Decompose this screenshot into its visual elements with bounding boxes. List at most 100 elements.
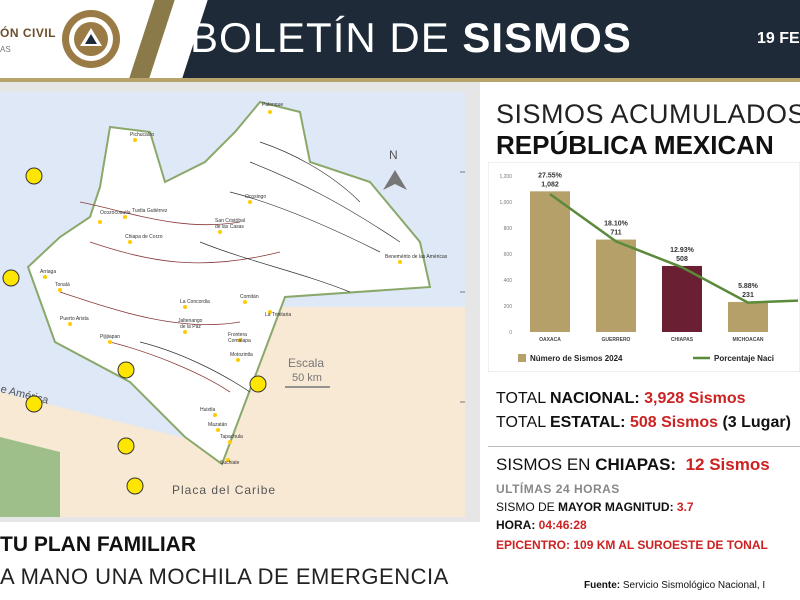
- chart-data-labels: 27.55% 1,082 18.10% 711 12.93% 508 5.88% 231: [538, 172, 759, 299]
- epicenter-marker: [126, 477, 144, 495]
- svg-text:Motozintla: Motozintla: [230, 352, 253, 358]
- svg-text:San Cristóbal: San Cristóbal: [215, 218, 245, 224]
- svg-text:Suchiate: Suchiate: [220, 460, 240, 466]
- y-tick-label: 0: [509, 330, 512, 336]
- y-tick-label: 1,200: [499, 174, 512, 180]
- percentage-label: 5.88%: [738, 283, 759, 290]
- right-divider: [488, 446, 800, 447]
- svg-text:Mazatán: Mazatán: [208, 422, 227, 428]
- accumulated-title: SISMOS ACUMULADOS: [496, 99, 800, 129]
- x-tick-label: MICHOACAN: [732, 337, 763, 343]
- map-yellow-dots: [43, 110, 402, 462]
- header-band: [160, 0, 800, 78]
- bar-guerrero: [596, 239, 636, 332]
- chart-y-axis: 0 200 400 600 800 1,000 1,200: [499, 174, 512, 336]
- svg-text:La Trinitaria: La Trinitaria: [265, 312, 291, 318]
- proteccion-civil-logo-icon: [62, 10, 120, 68]
- epicenter-marker: [117, 437, 135, 455]
- scale-label: Escala: [288, 356, 324, 370]
- svg-text:de las Casas: de las Casas: [215, 224, 244, 230]
- page-title: BOLETÍN DE SISMOS: [190, 14, 632, 61]
- y-tick-label: 800: [504, 226, 513, 232]
- map-frame-ticks: [460, 171, 465, 403]
- svg-text:Benemérito de las Américas: Benemérito de las Américas: [385, 254, 448, 260]
- y-tick-label: 400: [504, 278, 513, 284]
- epicenter: EPICENTRO: 109 KM AL SUROESTE DE TONAL: [496, 538, 768, 552]
- percentage-line: [549, 193, 799, 304]
- chiapas-earthquakes: SISMOS EN CHIAPAS: 12 Sismos: [496, 455, 770, 474]
- y-tick-label: 1,000: [499, 200, 512, 206]
- svg-text:Ocozocoautla: Ocozocoautla: [100, 210, 131, 216]
- last-24h-label: ULTÍMAS 24 HORAS: [496, 482, 620, 496]
- plate-label: Placa del Caribe: [172, 483, 276, 497]
- bar-michoacan: [728, 301, 768, 332]
- chart-legend: Número de Sismos 2024 Porcentaje Naci: [518, 354, 774, 363]
- svg-text:Chiapa de Corzo: Chiapa de Corzo: [125, 234, 163, 240]
- bar-oaxaca: [530, 191, 570, 332]
- y-tick-label: 200: [504, 304, 513, 310]
- svg-text:Comitán: Comitán: [240, 294, 259, 300]
- header-divider: [0, 78, 800, 82]
- republic-title: REPÚBLICA MEXICAN: [496, 130, 774, 160]
- epicenter-marker: [25, 395, 43, 413]
- x-tick-label: OAXACA: [539, 337, 561, 343]
- epicenter-marker: [2, 269, 20, 287]
- svg-text:Comalapa: Comalapa: [228, 338, 251, 344]
- chart-x-labels: OAXACA GUERRERO CHIAPAS MICHOACAN: [539, 337, 764, 343]
- date-label: 19 FE: [757, 30, 800, 47]
- svg-text:Pijijiapan: Pijijiapan: [100, 334, 120, 340]
- fault-lines-dark: [139, 141, 401, 393]
- north-arrow-icon: N: [383, 148, 407, 190]
- svg-text:de la Paz: de la Paz: [180, 324, 201, 330]
- epicenter-marker: [25, 167, 43, 185]
- legend-label-bars: Número de Sismos 2024: [530, 354, 623, 363]
- total-estatal: TOTAL ESTATAL: 508 Sismos (3 Lugar): [496, 414, 791, 431]
- header: ÓN CIVIL AS BOLETÍN DE SISMOS 19 FE: [0, 0, 800, 78]
- svg-text:Ocosingo: Ocosingo: [245, 194, 266, 200]
- svg-text:Arriaga: Arriaga: [40, 269, 56, 275]
- epicenter-marker: [249, 375, 267, 393]
- chart-bars: [530, 191, 768, 332]
- svg-text:Puerto Arista: Puerto Arista: [60, 316, 89, 322]
- svg-text:Tuxtla Gutiérrez: Tuxtla Gutiérrez: [132, 208, 168, 214]
- total-nacional: TOTAL NACIONAL: 3,928 Sismos: [496, 390, 746, 407]
- emergency-kit-label: A MANO UNA MOCHILA DE EMERGENCIA: [0, 564, 449, 589]
- org-label: ÓN CIVIL: [0, 26, 57, 40]
- x-tick-label: CHIAPAS: [671, 337, 694, 343]
- y-tick-label: 600: [504, 252, 513, 258]
- source-label: Fuente: Servicio Sismológico Nacional, I: [584, 580, 766, 591]
- scale-bar: Escala 50 km: [285, 356, 330, 388]
- svg-text:Huixtla: Huixtla: [200, 407, 216, 413]
- svg-text:Pichucalco: Pichucalco: [130, 132, 154, 138]
- bar-chiapas: [662, 265, 702, 332]
- hour: HORA: 04:46:28: [496, 518, 587, 532]
- legend-label-line: Porcentaje Naci: [714, 354, 774, 363]
- count-label: 711: [610, 230, 621, 237]
- legend-swatch-bars: [518, 354, 526, 362]
- count-label: 1,082: [541, 181, 559, 188]
- epicenter-marker: [117, 361, 135, 379]
- count-label: 508: [676, 256, 688, 263]
- svg-text:La Concordia: La Concordia: [180, 299, 210, 305]
- land-area: [0, 437, 60, 517]
- fault-lines: [59, 201, 281, 393]
- family-plan-label: TU PLAN FAMILIAR: [0, 533, 196, 556]
- north-label: N: [389, 148, 398, 162]
- svg-text:Tapachula: Tapachula: [220, 434, 243, 440]
- svg-text:Jaltenango: Jaltenango: [178, 318, 203, 324]
- org-sublabel: AS: [0, 45, 11, 54]
- percentage-label: 27.55%: [538, 172, 563, 179]
- scale-value: 50 km: [292, 372, 322, 384]
- earthquakes-bar-chart: 0 200 400 600 800 1,000 1,200 27.55% 1,082 18.10…: [488, 162, 800, 372]
- count-label: 231: [742, 292, 754, 299]
- max-magnitude: SISMO DE MAYOR MAGNITUD: 3.7: [496, 500, 694, 514]
- svg-text:Palenque: Palenque: [262, 102, 283, 108]
- svg-text:Frontera: Frontera: [228, 332, 247, 338]
- epicenter-markers: [2, 167, 267, 495]
- svg-text:Tonalá: Tonalá: [55, 282, 70, 288]
- percentage-label: 12.93%: [670, 247, 695, 254]
- percentage-label: 18.10%: [604, 221, 629, 228]
- x-tick-label: GUERRERO: [602, 337, 631, 343]
